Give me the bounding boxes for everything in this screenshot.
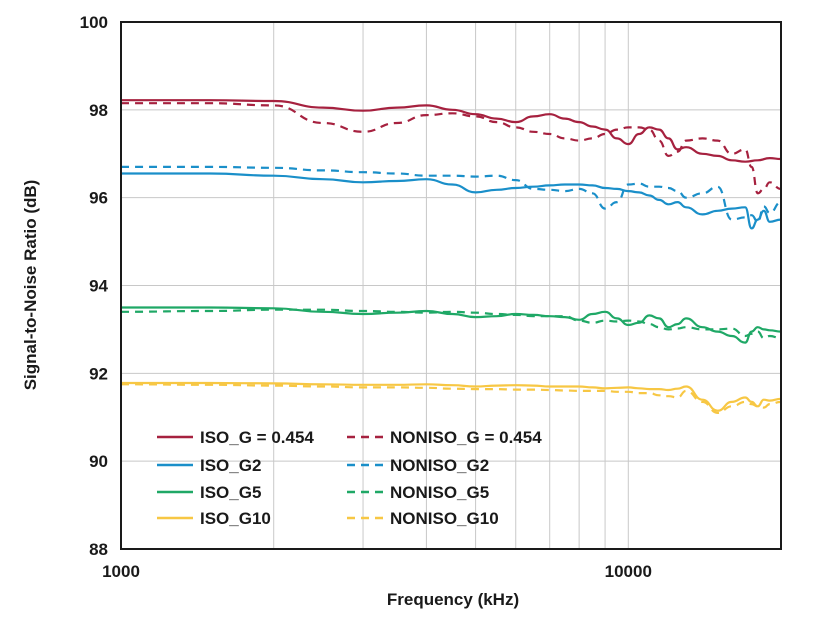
series-line-noniso-g2 xyxy=(120,165,782,223)
y-axis-ticks: 88 90 92 94 96 98 100 xyxy=(80,13,109,559)
y-axis-title: Signal-to-Noise Ratio (dB) xyxy=(21,180,40,391)
series-line-noniso-g-0-454 xyxy=(120,102,782,195)
gridlines xyxy=(121,22,782,549)
legend: ISO_G = 0.454 ISO_G2 ISO_G5 ISO_G10 NONISO_G… xyxy=(157,428,542,528)
y-tick-label: 98 xyxy=(89,101,108,120)
series-line-iso-g5 xyxy=(120,306,782,344)
series-line-iso-g10 xyxy=(121,381,782,412)
y-tick-label: 100 xyxy=(80,13,108,32)
legend-label: NONISO_G10 xyxy=(390,509,499,528)
legend-label: NONISO_G2 xyxy=(390,456,489,475)
legend-label: ISO_G2 xyxy=(200,456,261,475)
y-tick-label: 88 xyxy=(89,540,108,559)
x-tick-label: 10000 xyxy=(605,562,652,581)
y-tick-label: 96 xyxy=(89,189,108,208)
x-tick-label: 1000 xyxy=(102,562,140,581)
y-tick-label: 94 xyxy=(89,277,108,296)
plot-frame xyxy=(120,21,782,550)
legend-label: NONISO_G5 xyxy=(390,483,489,502)
series-lines xyxy=(120,99,782,415)
y-tick-label: 90 xyxy=(89,452,108,471)
y-tick-label: 92 xyxy=(89,364,108,383)
series-line-noniso-g10 xyxy=(120,383,782,415)
series-line-iso-g-0-454 xyxy=(121,99,782,163)
x-axis-title: Frequency (kHz) xyxy=(387,590,519,609)
series-line-noniso-g5 xyxy=(120,308,782,340)
x-axis-ticks: 1000 10000 xyxy=(102,562,652,581)
legend-label: NONISO_G = 0.454 xyxy=(390,428,542,447)
legend-label: ISO_G5 xyxy=(200,483,261,502)
legend-label: ISO_G = 0.454 xyxy=(200,428,314,447)
series-line-iso-g2 xyxy=(120,172,782,230)
legend-label: ISO_G10 xyxy=(200,509,271,528)
